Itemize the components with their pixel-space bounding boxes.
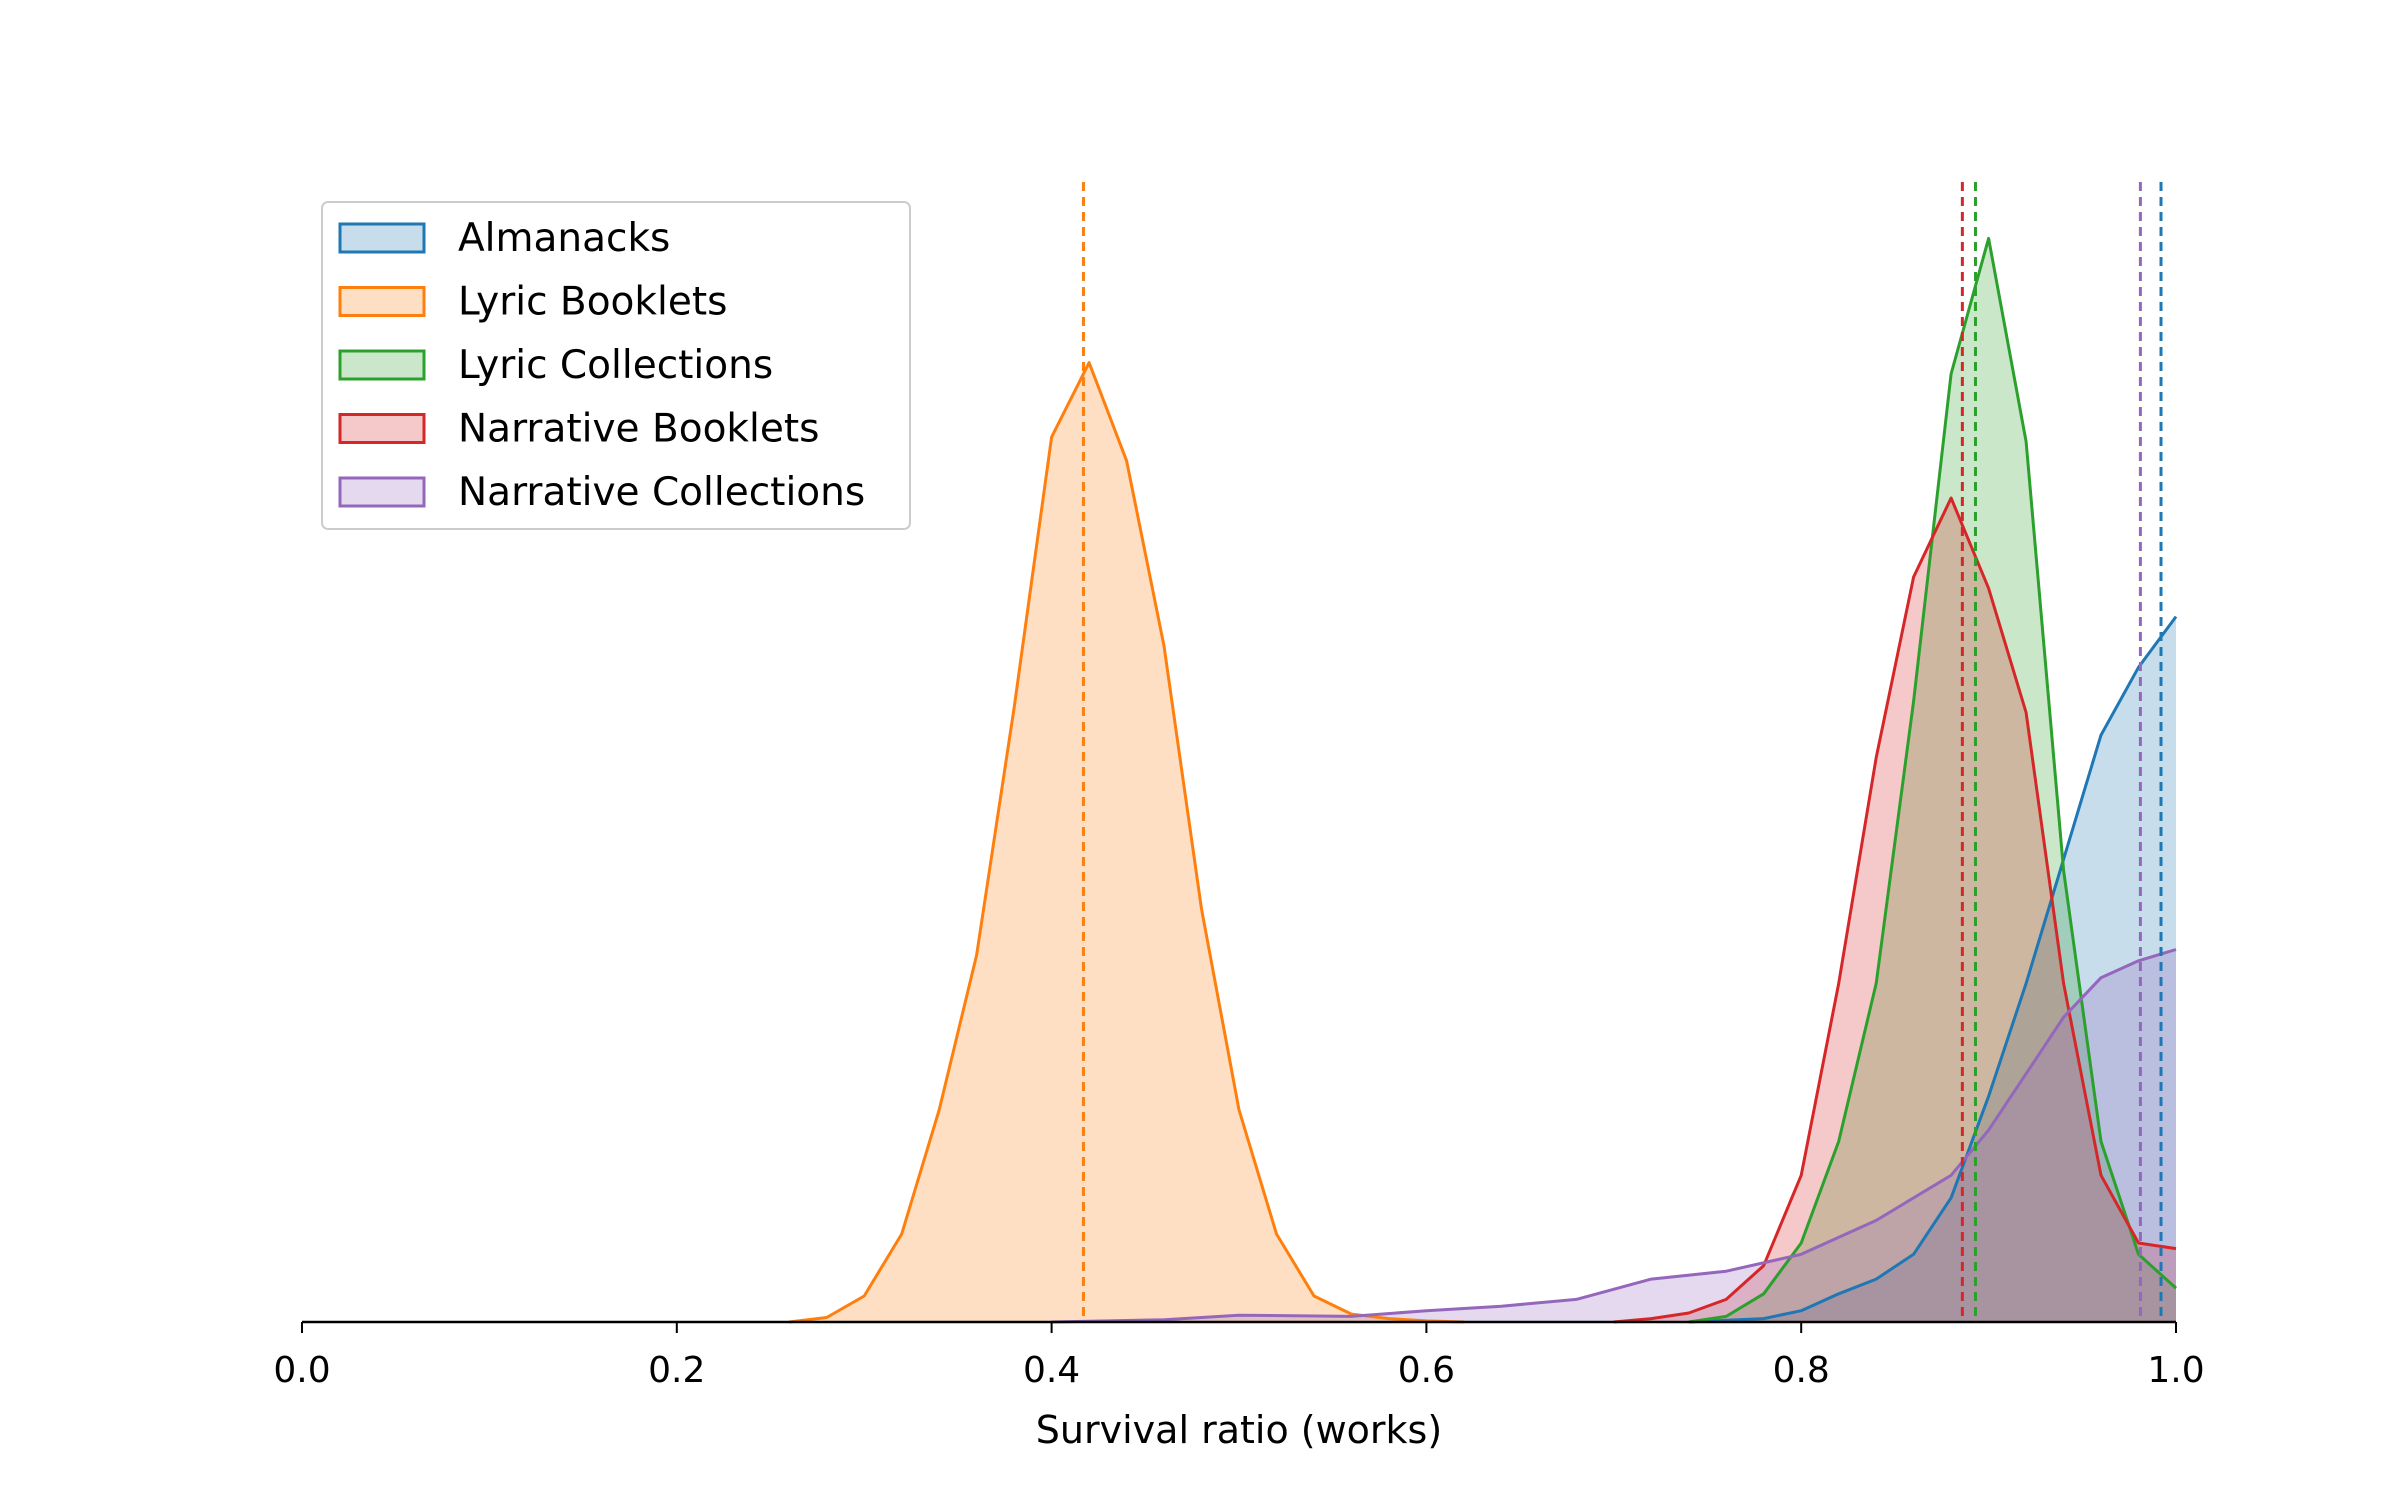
density-area	[1051, 949, 2176, 1322]
x-axis-label: Survival ratio (works)	[1036, 1408, 1442, 1452]
density-area	[789, 362, 1464, 1323]
legend-label: Narrative Booklets	[458, 407, 819, 452]
density-area	[1688, 238, 2176, 1322]
x-tick-label: 0.0	[273, 1350, 330, 1391]
x-tick-label: 0.8	[1773, 1350, 1830, 1391]
x-tick-label: 0.2	[648, 1350, 705, 1391]
legend-label: Lyric Collections	[458, 343, 773, 388]
density-line	[1051, 948, 2177, 1324]
density-line	[789, 361, 1464, 1324]
density-line	[1613, 496, 2177, 1324]
density-area	[1613, 498, 2176, 1322]
legend-label: Narrative Collections	[458, 470, 865, 515]
legend: Almanacks Lyric Booklets Lyric Collections…	[321, 201, 911, 530]
x-tick-label: 0.4	[1023, 1350, 1080, 1391]
legend-swatch	[338, 222, 426, 254]
x-tick-label: 0.6	[1398, 1350, 1455, 1391]
legend-swatch	[338, 349, 426, 381]
legend-label: Almanacks	[458, 216, 670, 261]
legend-frame	[321, 201, 911, 530]
density-line	[1688, 615, 2178, 1324]
density-area	[1688, 616, 2176, 1322]
x-tick-label: 1.0	[2147, 1350, 2204, 1391]
legend-swatch	[338, 413, 426, 444]
legend-swatch	[338, 476, 426, 508]
legend-label: Lyric Booklets	[458, 280, 727, 325]
legend-swatch	[338, 286, 426, 317]
